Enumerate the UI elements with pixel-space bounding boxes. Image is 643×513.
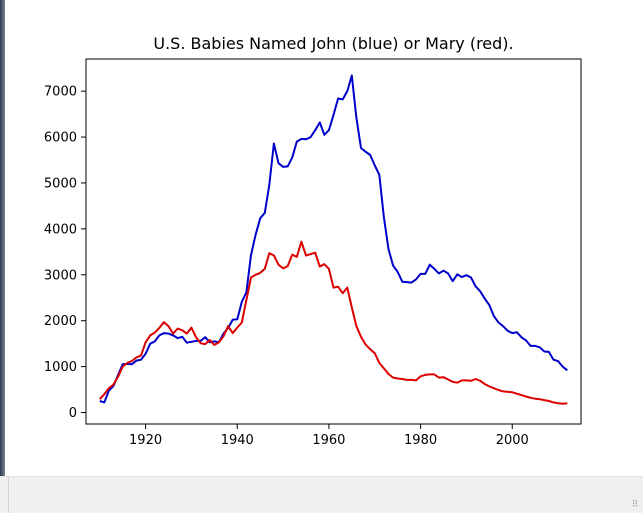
y-tick-label: 5000 — [44, 176, 77, 191]
y-tick-label: 6000 — [44, 131, 77, 146]
y-tick-label: 4000 — [44, 222, 77, 237]
y-tick-label: 1000 — [44, 360, 77, 375]
line-chart: U.S. Babies Named John (blue) or Mary (r… — [44, 34, 582, 448]
series-line-john — [99, 74, 568, 404]
x-tick-label: 1980 — [404, 433, 437, 448]
status-bar-divider — [8, 477, 9, 513]
y-tick-label: 2000 — [44, 314, 77, 329]
x-axis: 1920 1940 1960 1980 2000 — [129, 424, 529, 448]
series-line-mary — [99, 240, 568, 405]
status-bar: ⠿ — [0, 476, 643, 513]
chart-title: U.S. Babies Named John (blue) or Mary (r… — [153, 34, 513, 53]
x-tick-label: 2000 — [496, 433, 529, 448]
window-left-edge — [0, 0, 5, 512]
series-layer — [99, 74, 568, 405]
x-tick-label: 1940 — [221, 433, 254, 448]
y-tick-label: 0 — [69, 406, 77, 421]
y-tick-label: 3000 — [44, 268, 77, 283]
plot-area — [85, 58, 582, 425]
x-tick-label: 1960 — [312, 433, 345, 448]
x-tick-label: 1920 — [129, 433, 162, 448]
resize-grip-icon[interactable]: ⠿ — [631, 500, 639, 510]
y-tick-label: 7000 — [44, 85, 77, 100]
y-axis: 0 1000 2000 3000 4000 5000 6000 7000 — [44, 85, 86, 421]
